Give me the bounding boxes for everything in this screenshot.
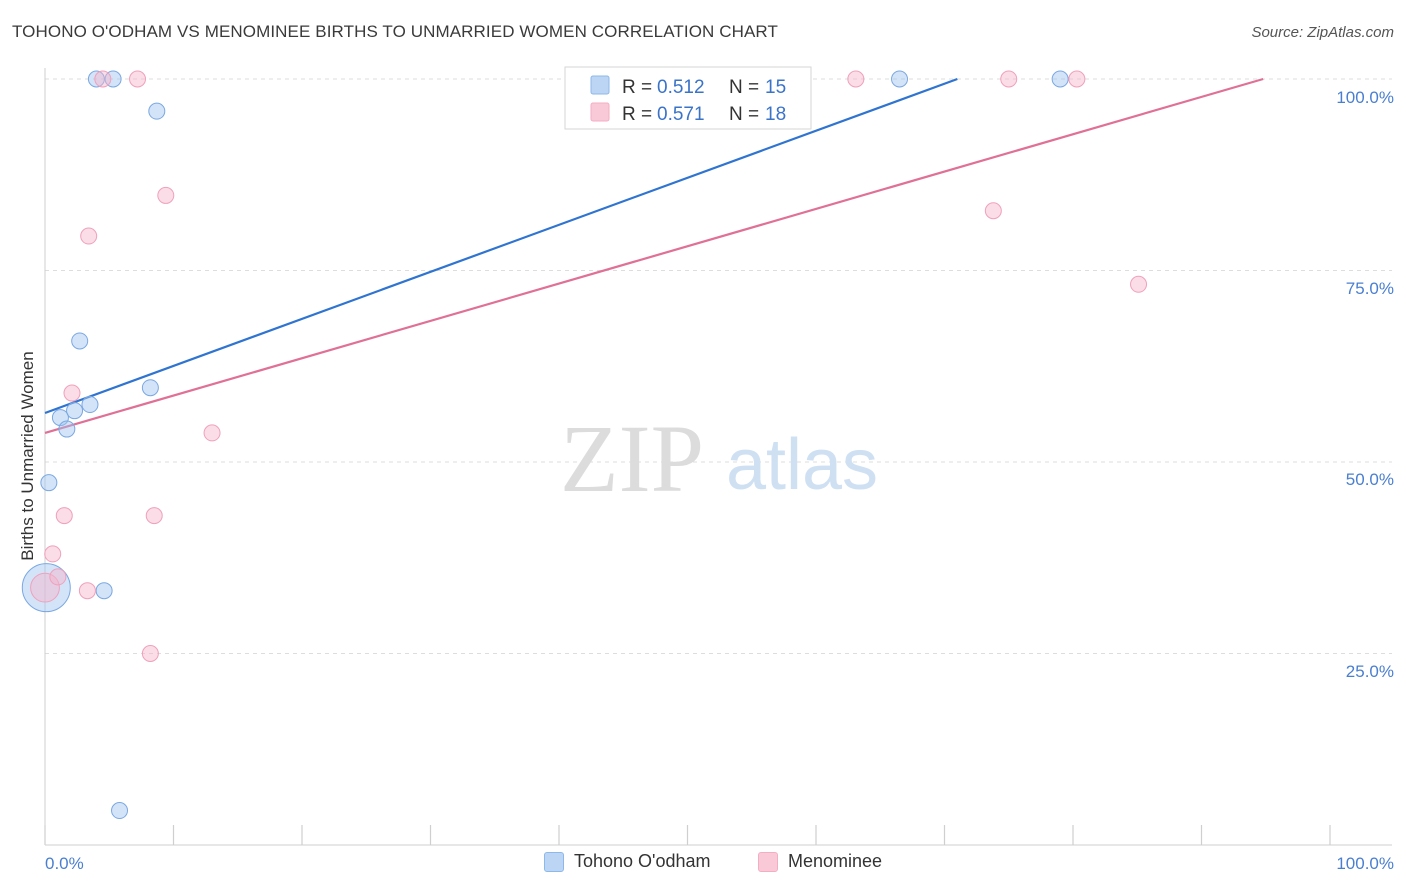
bottom-legend-swatch-tohono — [544, 851, 564, 872]
menominee-point — [49, 568, 67, 586]
y-tick-label-75: 75.0% — [1346, 279, 1394, 298]
legend-swatch-tohono — [590, 75, 610, 95]
y-tick-label-100: 100.0% — [1336, 88, 1394, 107]
chart-title: TOHONO O'ODHAM VS MENOMINEE BIRTHS TO UN… — [12, 22, 778, 41]
legend-r-value-menominee: 0.571 — [657, 104, 705, 125]
tohono-point — [40, 474, 58, 492]
legend-r-label-menominee: R = — [622, 104, 652, 125]
legend-r-label-tohono: R = — [622, 77, 652, 98]
tohono-point — [95, 582, 113, 600]
source-credit: Source: ZipAtlas.com — [1251, 24, 1394, 41]
tohono-point — [81, 396, 99, 414]
gridlines — [45, 78, 1392, 654]
tohono-point — [58, 420, 76, 438]
bottom-legend-menominee: Menominee — [758, 851, 882, 872]
menominee-point — [1068, 70, 1086, 88]
menominee-point — [203, 424, 221, 442]
legend-n-label-menominee: N = — [729, 104, 759, 125]
tohono-point — [141, 379, 159, 397]
menominee-point — [44, 545, 62, 563]
bottom-legend-label-tohono: Tohono O'odham — [574, 851, 711, 871]
tohono-point — [71, 332, 89, 350]
menominee-point — [984, 202, 1002, 220]
watermark: ZIP atlas — [560, 405, 878, 512]
tohono-point — [104, 70, 122, 88]
menominee-point — [30, 572, 60, 603]
tohono-point — [1051, 70, 1069, 88]
legend-n-value-tohono: 15 — [765, 77, 786, 98]
axes — [44, 68, 1392, 846]
y-tick-label-25: 25.0% — [1346, 662, 1394, 681]
menominee-point — [145, 507, 163, 525]
tohono-point — [148, 102, 166, 120]
watermark-zip: ZIP — [560, 405, 704, 512]
menominee-point — [55, 507, 73, 525]
menominee-point — [94, 70, 112, 88]
x-tick-label-100: 100.0% — [1336, 854, 1394, 873]
y-tick-label-50: 50.0% — [1346, 470, 1394, 489]
watermark-atlas: atlas — [726, 425, 878, 505]
legend-r-value-tohono: 0.512 — [657, 77, 705, 98]
menominee-point — [129, 70, 147, 88]
tohono-point — [87, 70, 105, 88]
legend-n-value-menominee: 18 — [765, 104, 786, 125]
bottom-legend-swatch-menominee — [758, 851, 778, 872]
x-tick-label-0: 0.0% — [45, 854, 84, 873]
menominee-point — [847, 70, 865, 88]
menominee-point — [80, 227, 98, 245]
menominee-point — [78, 582, 96, 600]
tohono-point — [66, 402, 84, 420]
trendlines — [44, 77, 1264, 434]
menominee-trendline — [44, 77, 1264, 434]
menominee-point — [1130, 275, 1148, 293]
tohono-point — [111, 802, 129, 820]
legend-swatch-menominee — [590, 102, 610, 122]
data-points — [21, 70, 1148, 820]
menominee-point — [157, 186, 175, 204]
tohono-trendline — [44, 77, 958, 415]
tohono-point — [891, 70, 909, 88]
legend-n-label-tohono: N = — [729, 77, 759, 98]
bottom-legend-tohono: Tohono O'odham — [544, 851, 711, 872]
menominee-point — [1000, 70, 1018, 88]
tohono-point — [21, 563, 71, 613]
menominee-point — [63, 384, 81, 402]
bottom-legend-label-menominee: Menominee — [788, 851, 883, 871]
legend: R = 0.512 N = 15 R = 0.571 N = 18 — [564, 66, 812, 130]
menominee-point — [141, 645, 159, 662]
